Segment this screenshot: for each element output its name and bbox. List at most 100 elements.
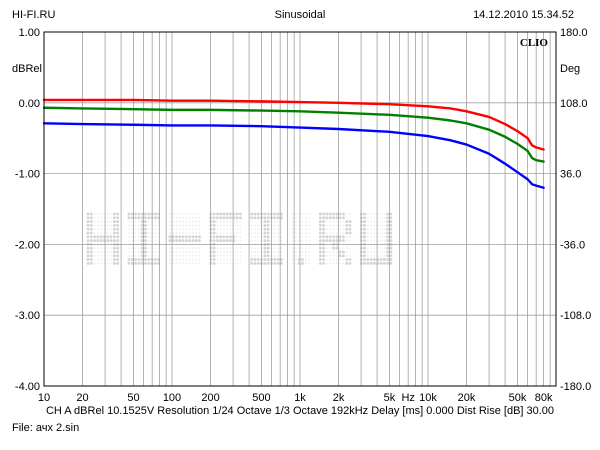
watermark-dot bbox=[93, 213, 96, 215]
watermark-dot bbox=[263, 246, 267, 250]
x-tick-label: 100 bbox=[163, 392, 181, 404]
watermark-dot bbox=[280, 232, 283, 234]
watermark-dot bbox=[112, 212, 116, 216]
watermark-dot bbox=[178, 232, 181, 234]
watermark-dot bbox=[345, 231, 349, 235]
watermark-dot bbox=[366, 220, 369, 223]
watermark-dot bbox=[110, 262, 112, 265]
watermark-dot bbox=[280, 254, 283, 257]
watermark-dot bbox=[308, 239, 310, 242]
watermark-dot bbox=[348, 258, 352, 261]
watermark-dot bbox=[134, 216, 137, 220]
watermark-dot bbox=[322, 246, 326, 250]
watermark-dot bbox=[153, 216, 157, 220]
watermark-dot bbox=[185, 262, 188, 265]
watermark-dot bbox=[178, 262, 181, 265]
watermark-dot bbox=[215, 212, 219, 216]
x-tick-label: 50 bbox=[127, 392, 139, 404]
watermark-dot bbox=[143, 212, 147, 216]
watermark-dot bbox=[168, 235, 172, 239]
watermark-dot bbox=[332, 232, 335, 234]
watermark-dot bbox=[250, 212, 254, 216]
watermark-dot bbox=[112, 254, 116, 258]
watermark-dot bbox=[301, 254, 304, 257]
watermark-dot bbox=[226, 247, 229, 250]
watermark-dot bbox=[295, 235, 297, 238]
watermark-dot bbox=[373, 232, 376, 234]
watermark-dot bbox=[308, 232, 310, 234]
watermark-dot bbox=[291, 239, 294, 242]
watermark-dot bbox=[335, 235, 339, 239]
watermark-dot bbox=[291, 262, 294, 265]
watermark-dot bbox=[143, 227, 147, 231]
watermark-dot bbox=[116, 216, 120, 220]
watermark-dot bbox=[147, 251, 150, 253]
watermark-dot bbox=[147, 235, 150, 238]
watermark-dot bbox=[185, 220, 188, 223]
watermark-dot bbox=[335, 251, 338, 253]
watermark-dot bbox=[257, 232, 260, 234]
watermark-dot bbox=[93, 220, 96, 223]
watermark-dot bbox=[110, 254, 112, 257]
watermark-dot bbox=[175, 251, 178, 253]
watermark-dot bbox=[229, 251, 232, 253]
watermark-dot bbox=[370, 247, 373, 250]
watermark-dot bbox=[239, 216, 242, 220]
watermark-dot bbox=[366, 247, 369, 250]
watermark-dot bbox=[236, 254, 239, 257]
watermark-dot bbox=[153, 261, 157, 265]
x-tick-label: 200 bbox=[201, 392, 219, 404]
watermark-dot bbox=[219, 228, 222, 231]
watermark-dot bbox=[349, 213, 351, 215]
watermark-dot bbox=[168, 258, 171, 261]
watermark-dot bbox=[380, 228, 382, 231]
watermark-dot bbox=[332, 258, 335, 261]
watermark-dot bbox=[329, 232, 332, 234]
watermark-dot bbox=[188, 220, 191, 223]
watermark-dot bbox=[373, 247, 376, 250]
watermark-dot bbox=[348, 261, 352, 265]
series-line-2 bbox=[42, 106, 545, 163]
watermark-dot bbox=[263, 212, 267, 216]
watermark-dot bbox=[291, 216, 294, 219]
watermark-dot bbox=[257, 228, 260, 231]
watermark-dot bbox=[182, 262, 184, 265]
watermark-dot bbox=[212, 235, 216, 239]
watermark-dot bbox=[229, 232, 232, 234]
watermark-dot bbox=[195, 213, 198, 215]
watermark-dot bbox=[223, 262, 225, 265]
watermark-dot bbox=[345, 213, 348, 215]
watermark-dot bbox=[97, 213, 99, 215]
watermark-dot bbox=[130, 216, 134, 220]
watermark-dot bbox=[229, 239, 232, 242]
watermark-dot bbox=[277, 251, 279, 253]
watermark-dot bbox=[257, 239, 260, 242]
watermark-dot bbox=[254, 228, 256, 231]
watermark-dot bbox=[140, 250, 144, 254]
watermark-dot bbox=[168, 262, 171, 265]
watermark-dot bbox=[236, 224, 239, 227]
watermark-dot bbox=[175, 216, 178, 219]
watermark-dot bbox=[195, 232, 198, 234]
watermark-dot bbox=[219, 251, 222, 253]
watermark-dot bbox=[86, 261, 90, 265]
watermark-dot bbox=[215, 235, 219, 239]
watermark-dot bbox=[100, 254, 103, 257]
watermark-dot bbox=[128, 235, 130, 238]
watermark-dot bbox=[97, 251, 99, 253]
watermark-dot bbox=[93, 235, 97, 239]
watermark-dot bbox=[147, 232, 150, 234]
watermark-dot bbox=[226, 262, 229, 265]
watermark-dot bbox=[178, 216, 181, 219]
x-tick-label: 1k bbox=[294, 392, 306, 404]
watermark-dot bbox=[263, 254, 267, 258]
watermark-dot bbox=[250, 258, 254, 261]
watermark-dot bbox=[112, 216, 116, 220]
watermark-dot bbox=[263, 223, 267, 227]
watermark-dot bbox=[198, 235, 201, 239]
watermark-dot bbox=[326, 247, 328, 250]
watermark-dot bbox=[157, 247, 160, 250]
watermark-dot bbox=[86, 254, 90, 258]
watermark-dot bbox=[219, 232, 222, 234]
watermark-dot bbox=[86, 231, 90, 235]
